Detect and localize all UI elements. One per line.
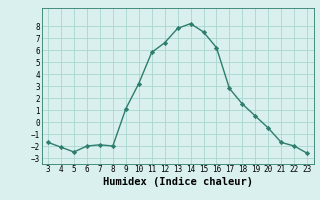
X-axis label: Humidex (Indice chaleur): Humidex (Indice chaleur) [103,177,252,187]
